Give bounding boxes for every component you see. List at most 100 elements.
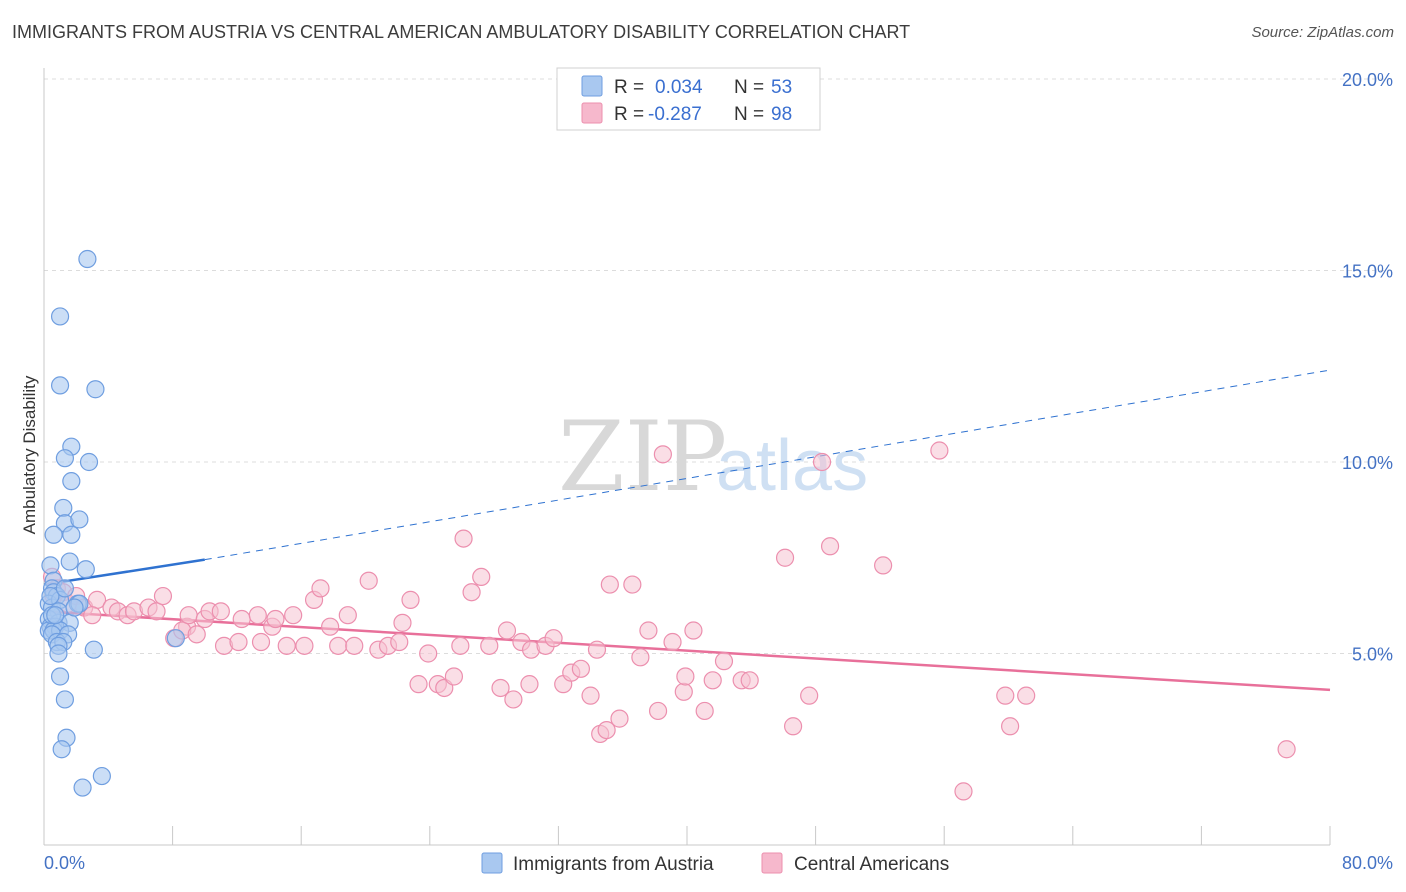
data-point-central	[874, 556, 893, 575]
point-layer	[39, 249, 1296, 801]
data-point-central	[695, 701, 714, 721]
legend-n-value-austria: 53	[771, 77, 792, 98]
data-point-central	[610, 709, 629, 728]
data-point-austria	[55, 449, 74, 468]
legend-swatch-austria	[581, 75, 603, 97]
data-point-central	[454, 529, 473, 548]
watermark-zip: ZIP	[558, 401, 727, 513]
series-legend-swatch-austria	[481, 852, 503, 874]
data-point-austria	[54, 498, 73, 518]
data-point-central	[653, 445, 672, 464]
data-point-central	[187, 625, 206, 644]
stats-legend: R = 0.034 N = 53 R = -0.287 N = 98	[556, 67, 821, 131]
data-point-central	[338, 606, 357, 625]
series-legend-label-central: Central Americans	[794, 854, 949, 875]
data-point-austria	[52, 740, 71, 759]
watermark-atlas: atlas	[716, 426, 868, 506]
data-point-central	[179, 606, 198, 625]
data-point-central	[480, 636, 499, 655]
data-point-austria	[50, 667, 70, 686]
data-point-central	[248, 606, 267, 625]
data-point-central	[266, 609, 285, 629]
data-point-central	[147, 602, 166, 621]
data-point-central	[232, 609, 251, 629]
data-point-austria	[50, 307, 70, 326]
trend-line-central	[43, 610, 1331, 692]
y-tick-label: 10.0%	[1342, 453, 1393, 473]
data-point-central	[451, 636, 470, 655]
series-legend: Immigrants from Austria Central American…	[481, 852, 949, 875]
data-point-central	[153, 586, 173, 606]
data-point-austria	[50, 376, 70, 395]
data-point-central	[472, 567, 491, 587]
data-point-austria	[65, 598, 84, 617]
data-point-central	[600, 575, 619, 594]
data-point-central	[311, 579, 330, 598]
data-point-austria	[44, 525, 63, 544]
legend-n-value-central: 98	[771, 104, 792, 125]
data-point-central	[571, 659, 591, 678]
data-point-central	[800, 686, 819, 705]
data-point-central	[345, 636, 364, 655]
data-point-central	[676, 667, 695, 686]
data-point-central	[401, 590, 420, 609]
trend-layer	[43, 369, 1331, 692]
data-point-austria	[86, 380, 105, 399]
data-point-central	[587, 640, 607, 659]
data-point-central	[1001, 717, 1020, 736]
chart-title: IMMIGRANTS FROM AUSTRIA VS CENTRAL AMERI…	[12, 22, 911, 42]
data-point-central	[497, 621, 517, 640]
data-point-central	[820, 537, 840, 556]
series-legend-label-austria: Immigrants from Austria	[513, 854, 714, 875]
data-point-central	[930, 441, 949, 460]
data-point-central	[740, 671, 759, 690]
data-point-central	[277, 636, 296, 655]
data-point-central	[229, 632, 248, 652]
axis-layer	[43, 68, 1331, 846]
data-point-austria	[46, 606, 65, 625]
data-point-central	[581, 686, 600, 705]
series-legend-swatch-central	[761, 852, 783, 874]
legend-r-value-austria: 0.034	[655, 77, 703, 98]
data-point-austria	[76, 560, 95, 579]
data-point-central	[295, 636, 314, 655]
data-point-central	[284, 606, 303, 625]
data-point-central	[1017, 686, 1036, 705]
grid-layer: 5.0% 10.0% 15.0% 20.0%	[44, 70, 1393, 665]
legend-r-label-central: R =	[614, 104, 644, 125]
data-point-central	[954, 782, 973, 801]
data-point-central	[359, 571, 378, 590]
data-point-austria	[49, 644, 68, 663]
trend-line-austria-dashed	[204, 369, 1331, 561]
y-tick-label: 20.0%	[1342, 70, 1393, 90]
data-point-central	[703, 671, 722, 690]
data-point-central	[639, 621, 658, 640]
data-point-central	[663, 632, 682, 652]
data-point-central	[83, 606, 102, 625]
y-tick-label: 5.0%	[1352, 645, 1393, 665]
data-point-central	[393, 613, 412, 632]
data-point-austria	[166, 629, 185, 648]
x-tick-label-min: 0.0%	[44, 853, 85, 873]
data-point-austria	[55, 579, 74, 598]
data-point-central	[390, 632, 409, 652]
data-point-austria	[79, 452, 99, 472]
data-point-austria	[55, 690, 74, 709]
y-axis-title: Ambulatory Disability	[20, 375, 39, 534]
data-point-central	[504, 690, 523, 709]
data-point-central	[321, 617, 340, 636]
legend-r-value-central: -0.287	[648, 104, 702, 125]
data-point-austria	[78, 249, 97, 269]
data-point-austria	[41, 586, 60, 606]
data-point-austria	[73, 778, 92, 797]
legend-r-label-austria: R =	[614, 77, 644, 98]
chart-source: Source: ZipAtlas.com	[1251, 24, 1394, 41]
data-point-central	[812, 452, 832, 472]
data-point-austria	[62, 472, 81, 491]
data-point-central	[648, 701, 668, 721]
legend-swatch-central	[581, 102, 603, 124]
data-point-central	[544, 629, 563, 648]
trend-line-austria	[43, 558, 205, 586]
data-point-austria	[92, 766, 111, 786]
